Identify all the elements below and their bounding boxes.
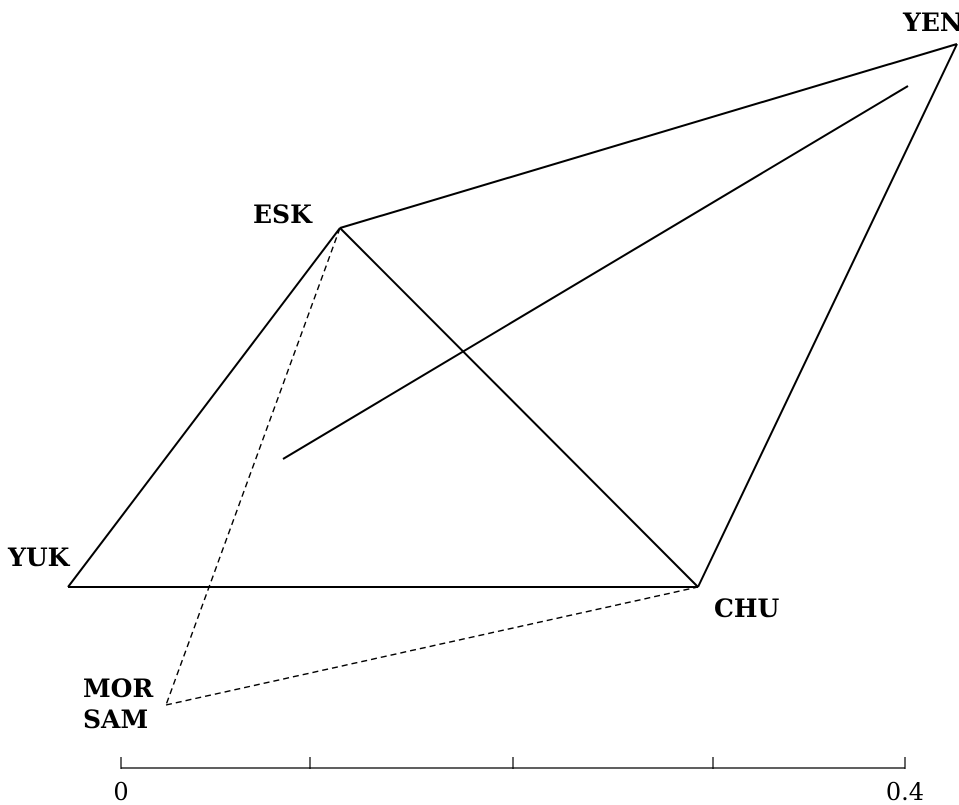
scale-bar: 0 0.4 bbox=[113, 757, 924, 805]
edge-esk-morsam-dashed bbox=[165, 227, 341, 706]
node-label-yuk: YUK bbox=[7, 543, 71, 572]
node-label-mor: MOR bbox=[83, 674, 153, 703]
node-label-sam: SAM bbox=[83, 705, 148, 734]
edge-esk-yen bbox=[339, 43, 958, 229]
edge-yuk-esk bbox=[67, 227, 341, 588]
edge-morsam-chu-dashed bbox=[165, 586, 699, 706]
edge-yen-chu bbox=[697, 43, 958, 588]
edge-esk-chu bbox=[339, 227, 699, 588]
scale-bar-start-label: 0 bbox=[113, 778, 128, 805]
node-label-yen: YEN bbox=[902, 8, 959, 37]
node-label-esk: ESK bbox=[253, 200, 313, 229]
scale-bar-end-label: 0.4 bbox=[886, 778, 924, 805]
inner-split-edge bbox=[282, 85, 909, 460]
node-label-chu: CHU bbox=[714, 594, 780, 623]
